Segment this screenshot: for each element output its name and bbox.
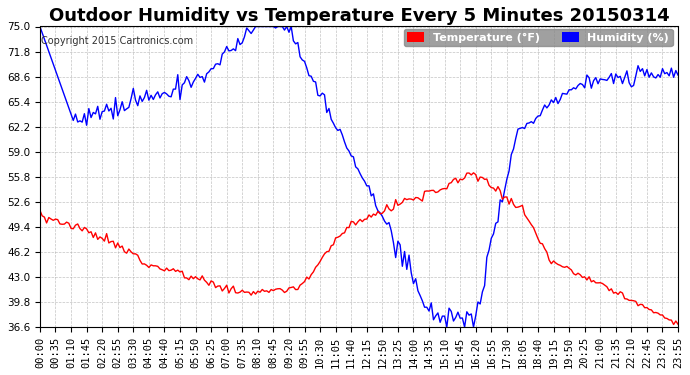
Legend: Temperature (°F), Humidity (%): Temperature (°F), Humidity (%) [404, 29, 673, 46]
Text: Copyright 2015 Cartronics.com: Copyright 2015 Cartronics.com [41, 36, 193, 45]
Title: Outdoor Humidity vs Temperature Every 5 Minutes 20150314: Outdoor Humidity vs Temperature Every 5 … [49, 7, 669, 25]
